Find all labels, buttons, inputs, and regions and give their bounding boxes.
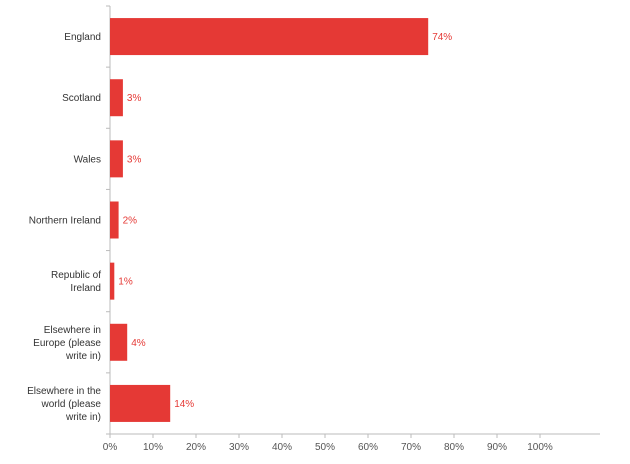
chart-axes: [106, 5, 600, 438]
category-label: Republic of Ireland: [51, 270, 101, 294]
category-label: Scotland: [62, 93, 101, 104]
x-tick-label: 90%: [487, 442, 507, 453]
x-tick-label: 80%: [444, 442, 464, 453]
category-label: Elsewhere in Europe (please write in): [33, 325, 101, 362]
x-tick-label: 50%: [315, 442, 335, 453]
bar: [110, 323, 128, 361]
category-labels: England Scotland Wales Northern Ireland Repu…: [27, 32, 101, 423]
x-tick-label: 20%: [186, 442, 206, 453]
data-label: 74%: [432, 32, 452, 43]
x-tick-labels: 0% 10% 20% 30% 40% 50% 60% 70% 80% 90% 100%: [103, 442, 553, 453]
bar: [110, 262, 115, 300]
x-tick-label: 0%: [103, 442, 118, 453]
category-label: Wales: [74, 154, 101, 165]
x-tick-label: 40%: [272, 442, 292, 453]
bar: [110, 140, 123, 178]
chart-bars: [110, 18, 429, 422]
x-tick-label: 70%: [401, 442, 421, 453]
x-tick-label: 10%: [143, 442, 163, 453]
category-label: Elsewhere in the world (please write in): [27, 386, 101, 423]
data-label: 4%: [131, 338, 146, 349]
category-label: England: [64, 32, 101, 43]
x-tick-label: 30%: [229, 442, 249, 453]
category-label: Northern Ireland: [29, 216, 101, 227]
data-label: 1%: [118, 277, 133, 288]
data-label: 14%: [174, 399, 194, 410]
bar: [110, 18, 429, 56]
bar: [110, 201, 119, 239]
data-label: 3%: [127, 154, 142, 165]
x-tick-label: 60%: [358, 442, 378, 453]
bar: [110, 384, 171, 422]
data-labels: 74% 3% 3% 2% 1% 4% 14%: [118, 32, 452, 410]
x-tick-label: 100%: [527, 442, 553, 453]
bar: [110, 79, 123, 117]
data-label: 3%: [127, 93, 142, 104]
data-label: 2%: [123, 216, 138, 227]
